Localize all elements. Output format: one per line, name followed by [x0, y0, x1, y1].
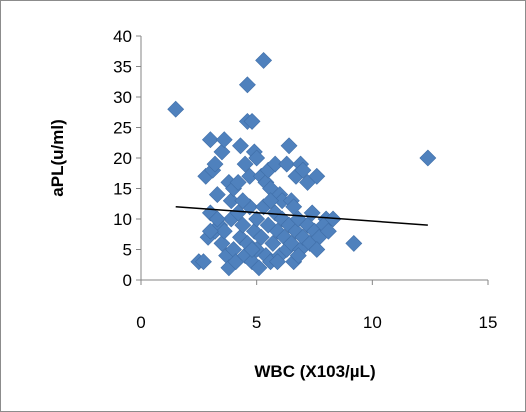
- data-point: [234, 216, 252, 234]
- x-tick-label: 5: [252, 313, 261, 332]
- data-point: [222, 192, 240, 210]
- data-point: [294, 161, 312, 179]
- x-tick-label: 0: [136, 313, 145, 332]
- data-point: [201, 222, 219, 240]
- data-point: [264, 234, 282, 252]
- data-point: [232, 137, 249, 155]
- axes: 0 5 10 15 20 25 30 35 40 0 5 10 15: [113, 27, 497, 332]
- data-point: [345, 234, 363, 252]
- trendline-line: [175, 206, 428, 226]
- data-point: [289, 247, 307, 265]
- data-point: [319, 222, 337, 240]
- data-point: [278, 155, 296, 173]
- y-tick-label: 40: [113, 27, 132, 46]
- y-tick-label: 35: [113, 58, 132, 77]
- data-point: [252, 228, 270, 246]
- y-tick-label: 25: [113, 119, 132, 138]
- trendline: [175, 206, 428, 226]
- data-point: [243, 253, 261, 271]
- x-axis-label: WBC (X103/µL): [254, 362, 375, 381]
- data-point: [206, 155, 224, 173]
- data-point: [266, 155, 284, 173]
- data-point: [215, 131, 233, 149]
- y-tick-label: 0: [123, 271, 132, 290]
- y-tick-label: 5: [123, 241, 132, 260]
- data-point: [324, 210, 342, 228]
- data-point: [250, 259, 268, 277]
- y-tick-label: 30: [113, 88, 132, 107]
- x-tick-label: 10: [363, 313, 382, 332]
- data-point: [234, 192, 252, 210]
- data-point: [241, 167, 259, 185]
- y-axis-label: aPL(u/ml): [48, 119, 67, 196]
- data-point: [262, 192, 279, 210]
- data-point: [243, 241, 261, 258]
- x-tick-label: 15: [479, 313, 498, 332]
- data-point: [213, 143, 231, 161]
- y-tick-label: 10: [113, 210, 132, 229]
- y-tick-label: 15: [113, 180, 132, 199]
- data-point: [213, 234, 231, 252]
- data-point: [308, 241, 326, 258]
- data-point: [195, 253, 212, 271]
- data-point: [248, 149, 266, 167]
- data-point: [208, 186, 226, 204]
- data-point: [238, 76, 256, 94]
- data-point: [236, 155, 254, 173]
- data-points: [167, 51, 437, 277]
- data-point: [419, 149, 437, 167]
- data-point: [201, 131, 219, 149]
- data-point: [229, 173, 247, 191]
- data-point: [215, 222, 233, 240]
- data-point: [308, 167, 326, 185]
- data-point: [248, 210, 266, 228]
- y-tick-label: 20: [113, 149, 132, 168]
- data-point: [255, 51, 273, 69]
- data-point: [243, 112, 261, 130]
- data-point: [167, 100, 185, 118]
- data-point: [208, 210, 226, 228]
- data-point: [280, 137, 298, 155]
- data-point: [269, 253, 286, 271]
